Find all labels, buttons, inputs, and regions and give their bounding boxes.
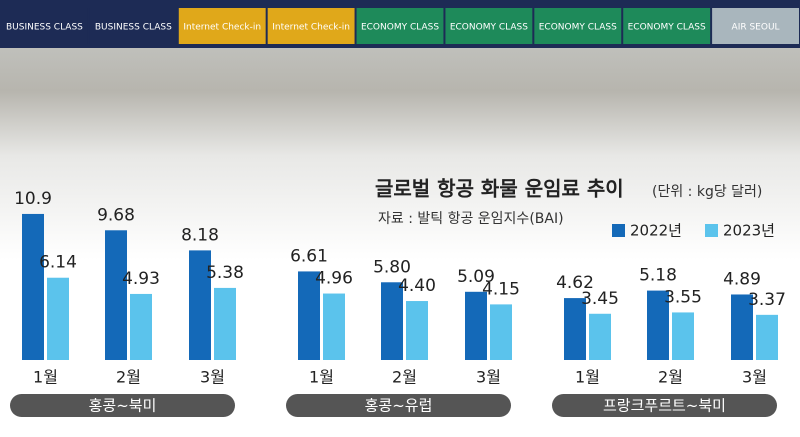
value-label: 5.09	[457, 267, 495, 287]
panel-title: 홍콩~유럽	[365, 397, 433, 415]
value-label: 5.38	[206, 263, 244, 283]
bar	[756, 314, 778, 360]
category-label: 1월	[33, 368, 58, 387]
value-label: 4.15	[482, 279, 520, 299]
sign-text: BUSINESS CLASS	[95, 23, 172, 33]
sign-text: BUSINESS CLASS	[6, 23, 83, 33]
value-label: 4.89	[723, 269, 761, 289]
category-label: 2월	[392, 368, 417, 387]
sign	[712, 8, 799, 44]
value-label: 6.14	[39, 253, 77, 273]
value-label: 3.37	[748, 290, 786, 310]
category-label: 3월	[476, 368, 501, 387]
bar	[323, 293, 345, 360]
bar	[47, 277, 69, 360]
panel-pill	[552, 394, 777, 417]
title: 글로벌 항공 화물 운임료 추이	[375, 177, 624, 201]
value-label: 4.93	[122, 269, 160, 289]
value-label: 10.9	[14, 189, 52, 209]
sign-text: ECONOMY CLASS	[450, 23, 528, 33]
legend-label: 2022년	[630, 222, 682, 240]
bar	[465, 291, 487, 360]
legend-label: 2023년	[723, 222, 775, 240]
value-label: 4.62	[556, 273, 594, 293]
sign	[445, 8, 533, 44]
sign-text: ECONOMY CLASS	[361, 23, 439, 33]
sign	[178, 8, 266, 44]
sign-text: Internet Check-in	[183, 23, 261, 33]
sign-text: ECONOMY CLASS	[539, 23, 617, 33]
value-label: 6.61	[290, 246, 328, 266]
category-label: 2월	[658, 368, 683, 387]
bar	[589, 313, 611, 360]
category-label: 1월	[309, 368, 334, 387]
panel-title: 프랑크푸르트~북미	[603, 397, 726, 415]
bar	[672, 312, 694, 360]
legend-swatch	[612, 224, 625, 237]
bar	[298, 271, 320, 360]
value-label: 3.45	[581, 289, 619, 309]
sign-text: ECONOMY CLASS	[628, 23, 706, 33]
bar	[381, 282, 403, 360]
sign-text: Internet Check-in	[272, 23, 350, 33]
sign	[1, 8, 88, 44]
sign-text: AIR SEOUL	[732, 23, 780, 33]
legend-swatch	[705, 224, 718, 237]
value-label: 3.55	[664, 287, 702, 307]
bar	[647, 290, 669, 360]
bar	[189, 250, 211, 360]
sign	[356, 8, 444, 44]
value-label: 4.40	[398, 276, 436, 296]
category-label: 3월	[200, 368, 225, 387]
bar	[130, 293, 152, 360]
value-label: 5.18	[639, 266, 677, 286]
panel-title: 홍콩~북미	[89, 397, 157, 415]
sign	[89, 8, 177, 44]
sign	[623, 8, 711, 44]
source: 자료 : 발틱 항공 운임지수(BAI)	[378, 211, 564, 227]
bar	[214, 287, 236, 360]
category-label: 2월	[116, 368, 141, 387]
panel-pill	[10, 394, 235, 417]
value-label: 8.18	[181, 225, 219, 245]
category-label: 1월	[575, 368, 600, 387]
value-label: 4.96	[315, 269, 353, 289]
category-label: 3월	[742, 368, 767, 387]
bar	[22, 213, 44, 360]
sign	[534, 8, 622, 44]
value-label: 9.68	[97, 205, 135, 225]
panel-pill	[286, 394, 511, 417]
unit: (단위 : kg당 달러)	[652, 184, 762, 200]
sign	[267, 8, 355, 44]
value-label: 5.80	[373, 257, 411, 277]
bar	[564, 298, 586, 360]
bar	[105, 230, 127, 360]
bar	[490, 304, 512, 360]
bar	[406, 301, 428, 360]
bar	[731, 294, 753, 360]
